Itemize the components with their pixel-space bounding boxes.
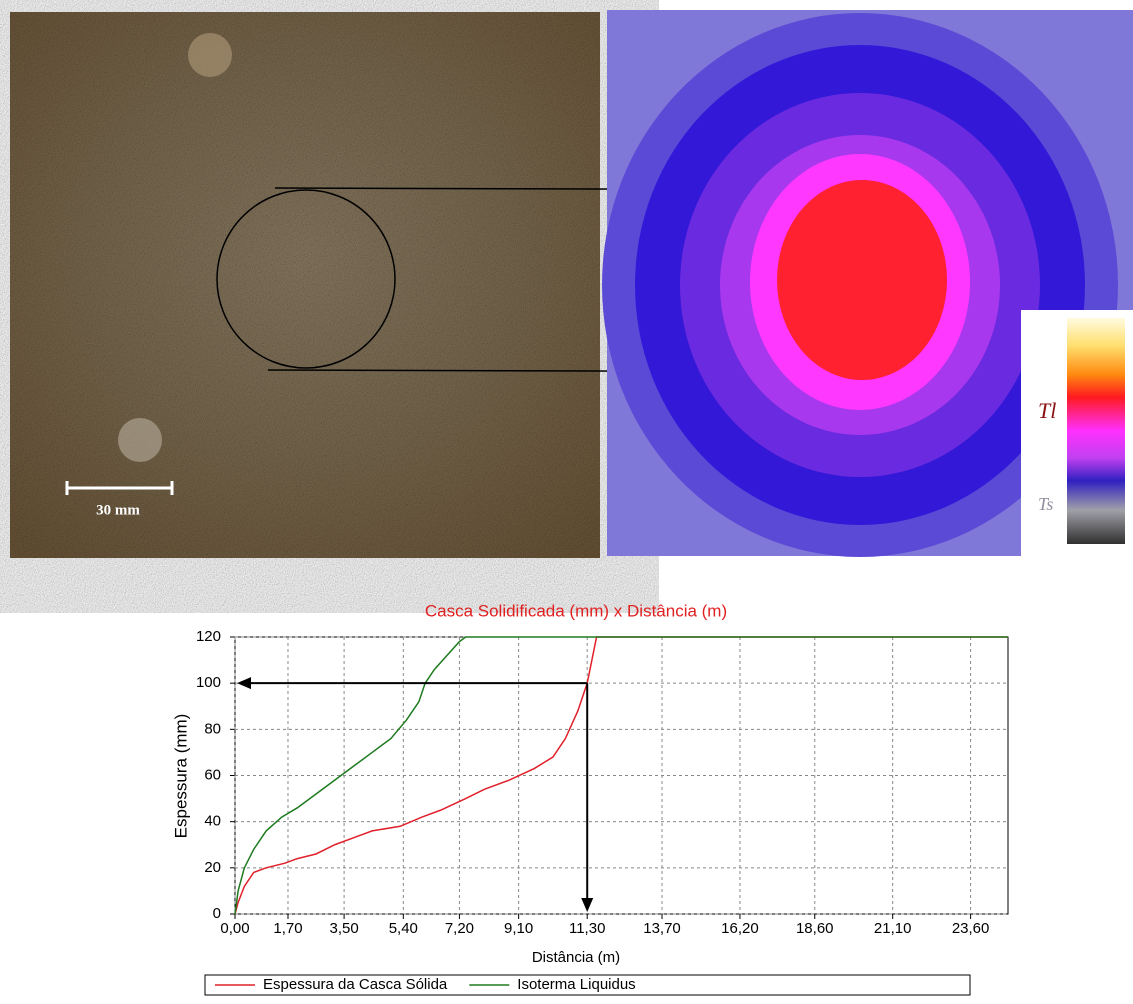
x-tick-label: 9,10 [504,920,533,937]
y-tick-label: 120 [196,628,221,645]
x-tick-label: 7,20 [445,920,474,937]
x-tick-label: 21,10 [874,920,912,937]
photo-spot [188,33,232,77]
colorbar-label: Tl [1038,398,1056,423]
legend [204,974,971,996]
x-axis-label: Distância (m) [532,949,620,966]
y-axis-label: Espessura (mm) [171,714,190,839]
sample-photo [10,12,600,558]
scale-label: 30 mm [96,502,140,518]
chart-title: Casca Solidificada (mm) x Distância (m) [425,601,727,620]
series-line [234,636,1008,915]
x-tick-label: 11,30 [569,920,605,937]
marker-circle [216,189,396,369]
y-tick-label: 100 [196,674,221,691]
colorbar [1067,318,1125,544]
y-tick-label: 40 [204,813,221,830]
x-tick-label: 23,60 [952,920,990,937]
x-tick-label: 18,60 [796,920,834,937]
legend-label: Isoterma Liquidus [517,976,635,993]
photo-spot [118,418,162,462]
x-tick-label: 3,50 [329,920,358,937]
x-tick-label: 1,70 [273,920,302,937]
arrow-head [581,898,594,912]
y-tick-label: 60 [204,766,221,783]
y-tick-label: 80 [204,720,221,737]
legend-label: Espessura da Casca Sólida [263,976,448,993]
series-line [234,636,1008,915]
heatmap-core [777,180,947,380]
colorbar-label: Ts [1038,494,1053,514]
x-tick-label: 16,20 [721,920,759,937]
x-tick-label: 0,00 [220,920,249,937]
arrow-head [237,677,251,690]
x-tick-label: 5,40 [389,920,418,937]
y-tick-label: 0 [213,905,221,922]
x-tick-label: 13,70 [643,920,681,937]
y-tick-label: 20 [204,859,221,876]
